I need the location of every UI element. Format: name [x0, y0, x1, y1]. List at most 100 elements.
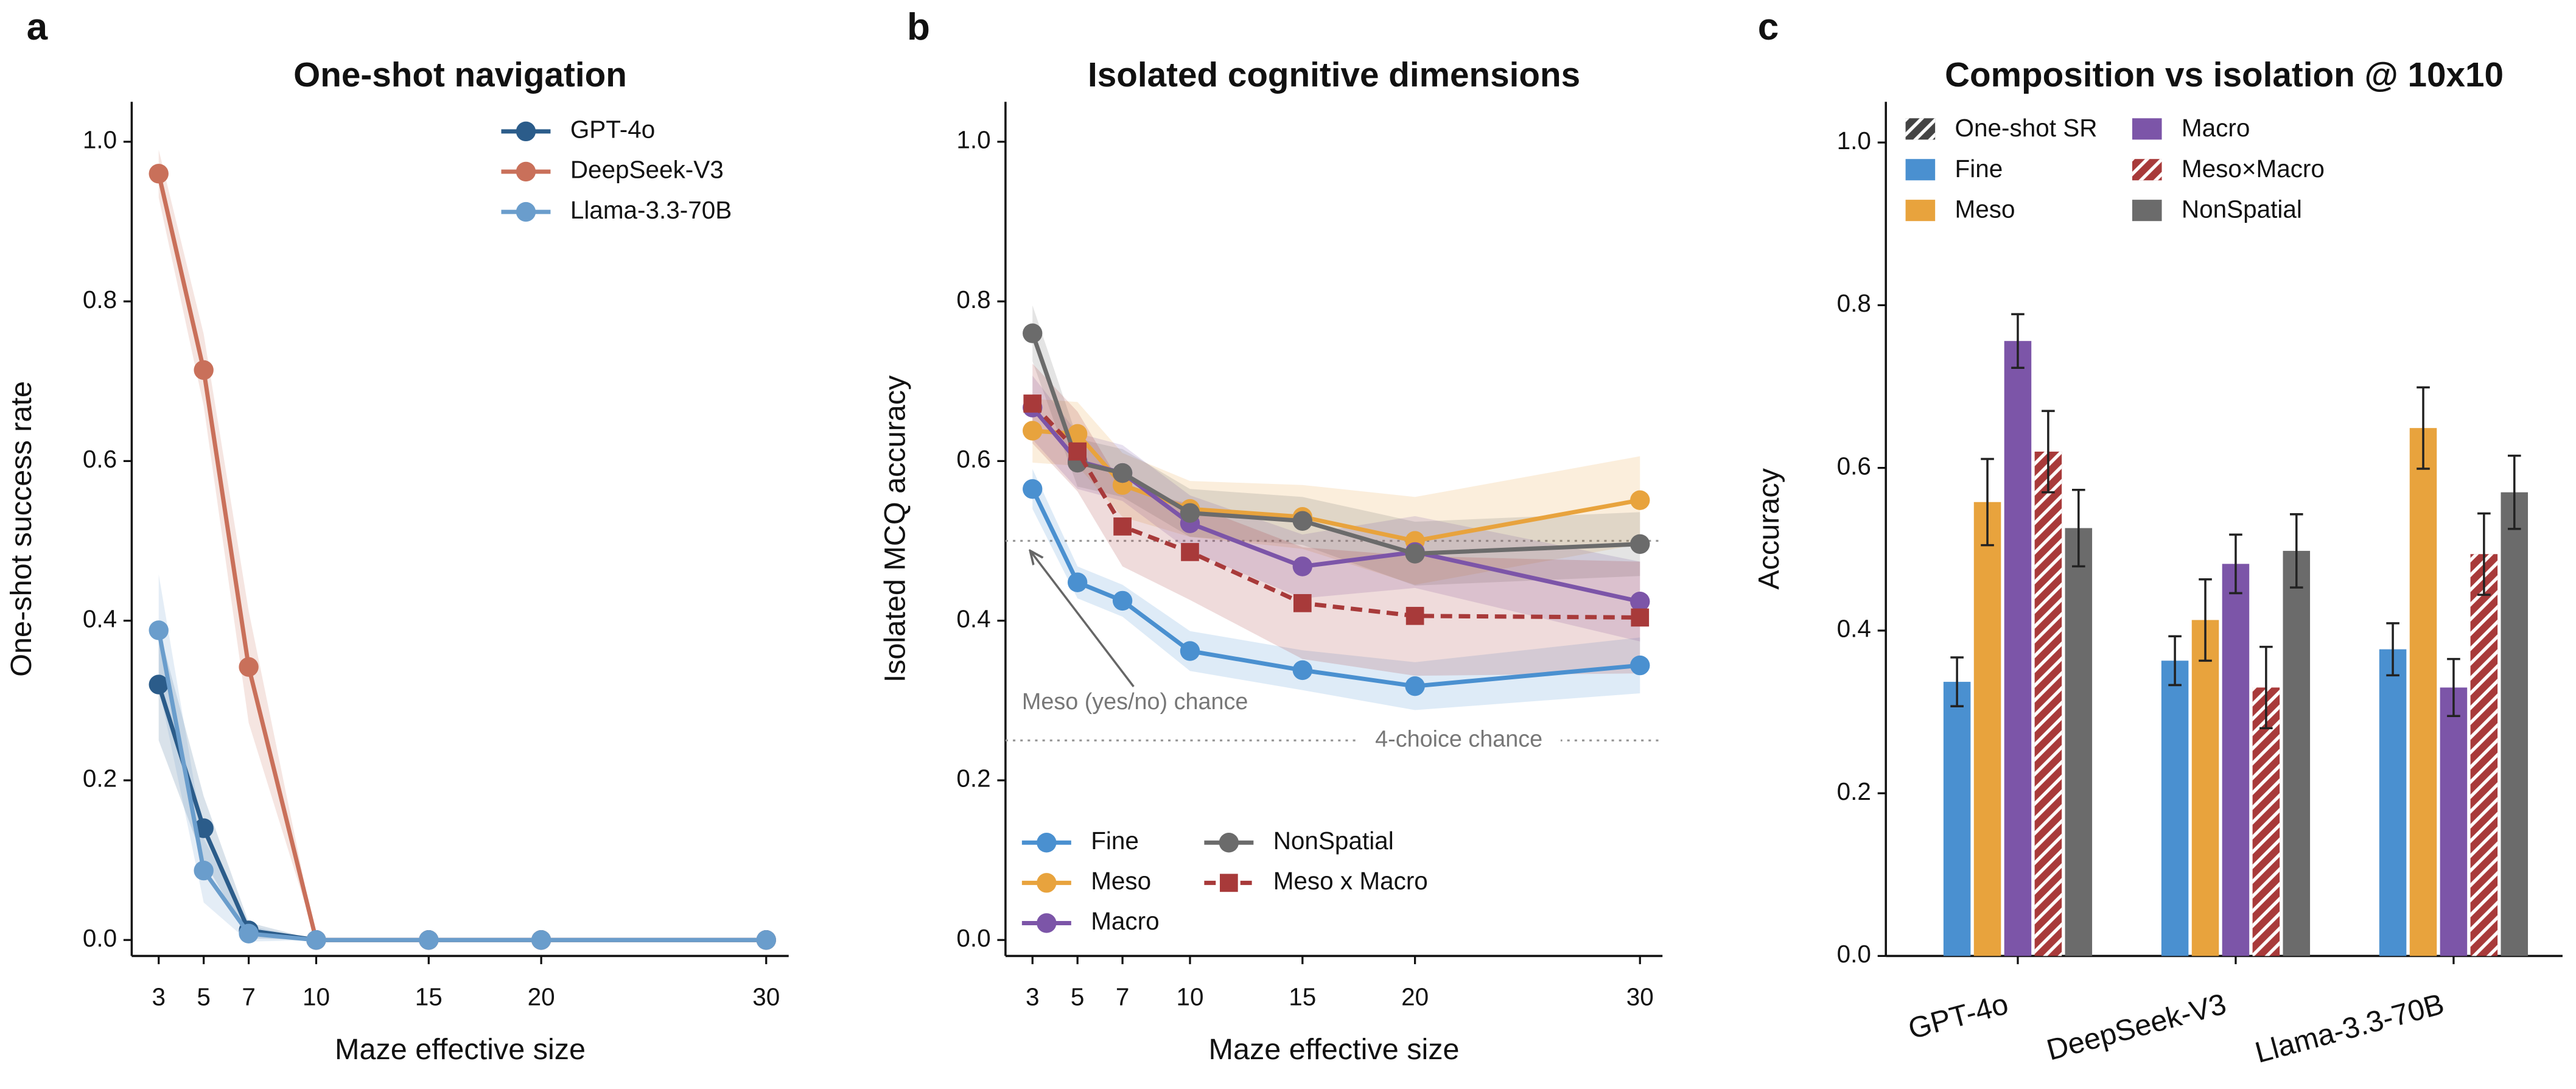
x-tick-label: 7 — [242, 982, 256, 1010]
x-tick-label: 20 — [1401, 982, 1429, 1010]
chart-title: Isolated cognitive dimensions — [1088, 56, 1580, 94]
y-tick-label: 0.0 — [1837, 940, 1871, 968]
legend-swatch — [2132, 200, 2162, 222]
data-point — [1630, 592, 1650, 612]
data-point — [1112, 590, 1133, 611]
bar — [2065, 528, 2093, 956]
y-tick-label: 0.6 — [83, 445, 117, 473]
bar — [2440, 687, 2468, 956]
x-axis-label: Maze effective size — [335, 1033, 586, 1066]
x-tick-label: GPT-4o — [1905, 987, 2012, 1045]
x-tick-label: 20 — [528, 982, 555, 1010]
data-point — [1405, 676, 1425, 696]
x-tick-label: 5 — [197, 982, 211, 1010]
error-bar — [2447, 657, 2460, 717]
legend-label: NonSpatial — [1273, 827, 1394, 855]
x-tick-label: 15 — [1289, 982, 1316, 1010]
x-tick-label: 3 — [1026, 982, 1040, 1010]
legend-swatch — [1905, 159, 1936, 181]
data-point — [419, 930, 439, 950]
legend-hatch — [2132, 159, 2162, 181]
legend-label: NonSpatial — [2182, 195, 2302, 223]
error-bar — [2259, 645, 2273, 730]
confidence-band — [1032, 376, 1640, 642]
legend-marker — [516, 121, 536, 142]
data-point — [149, 674, 169, 695]
data-point — [239, 923, 259, 944]
bar-hatch — [2252, 687, 2280, 956]
annotation: Meso (yes/no) chance — [1022, 689, 1248, 715]
legend-label: Macro — [2182, 114, 2250, 142]
y-tick-label: 0.0 — [956, 924, 990, 952]
bar — [1973, 502, 2001, 956]
y-tick-label: 0.0 — [83, 924, 117, 952]
x-tick-label: 30 — [1626, 982, 1654, 1010]
data-point — [1631, 608, 1650, 627]
data-point — [149, 620, 169, 640]
panel-letter: b — [907, 6, 930, 48]
data-point — [1292, 660, 1312, 681]
error-bar — [2071, 488, 2085, 568]
x-tick-label: Llama-3.3-70B — [2252, 987, 2448, 1070]
data-point — [1181, 543, 1199, 561]
bar — [2191, 620, 2219, 956]
error-bar — [1981, 458, 1994, 547]
data-point — [1630, 655, 1650, 676]
data-point — [1023, 421, 1043, 441]
legend-marker — [1220, 874, 1238, 892]
data-point — [1630, 490, 1650, 510]
error-bar — [2417, 386, 2430, 470]
data-point — [1180, 641, 1200, 661]
x-tick-label: 15 — [415, 982, 443, 1010]
error-bar — [2386, 622, 2399, 677]
data-point — [1023, 394, 1042, 413]
error-bar — [2199, 578, 2212, 662]
data-point — [194, 360, 214, 380]
y-axis-label: Isolated MCQ accuracy — [879, 375, 912, 682]
y-axis-label: Accuracy — [1752, 467, 1785, 589]
bar — [2379, 649, 2407, 956]
panel-letter: c — [1758, 6, 1779, 48]
annotation: 4-choice chance — [1375, 726, 1542, 752]
data-point — [1068, 442, 1087, 461]
legend-label: Meso x Macro — [1273, 867, 1428, 895]
error-bar — [2507, 454, 2521, 530]
data-point — [239, 657, 259, 677]
panel: a One-shot navigation One-shot success rat… — [5, 6, 789, 1066]
chart-title: Composition vs isolation @ 10x10 — [1945, 56, 2504, 94]
error-bar — [2229, 533, 2242, 595]
data-point — [1292, 556, 1312, 576]
legend-marker — [1219, 833, 1239, 853]
x-tick-label: 30 — [752, 982, 780, 1010]
legend-label: Macro — [1091, 907, 1159, 935]
chart-title: One-shot navigation — [293, 56, 627, 94]
bar — [2409, 428, 2437, 956]
x-tick-label: 10 — [303, 982, 330, 1010]
annotation-bg — [1357, 726, 1561, 755]
confidence-band — [158, 149, 766, 940]
bar — [2004, 341, 2032, 956]
bar-hatch — [2034, 451, 2062, 956]
bar — [2283, 550, 2311, 956]
legend-label: Fine — [1955, 155, 2003, 183]
data-point — [1067, 572, 1088, 592]
y-tick-label: 0.4 — [956, 604, 990, 632]
y-tick-label: 0.8 — [1837, 289, 1871, 317]
x-axis-label: Maze effective size — [1209, 1033, 1460, 1066]
legend-label: Meso — [1091, 867, 1151, 895]
error-bar — [2042, 410, 2055, 494]
error-bar — [1950, 656, 1964, 707]
series-line — [156, 173, 766, 942]
y-tick-label: 0.6 — [1837, 452, 1871, 480]
bar — [2222, 564, 2250, 956]
panel: b Isolated cognitive dimensions Isolated M… — [879, 6, 1663, 1066]
data-point — [531, 930, 551, 950]
panel: c Composition vs isolation @ 10x10 Accurac… — [1752, 6, 2563, 1070]
legend-swatch — [2132, 118, 2162, 140]
x-tick-label: 5 — [1071, 982, 1085, 1010]
data-point — [1023, 323, 1043, 343]
data-point — [1405, 606, 1424, 625]
legend-label: Meso×Macro — [2182, 155, 2325, 183]
y-tick-label: 0.4 — [1837, 615, 1871, 643]
